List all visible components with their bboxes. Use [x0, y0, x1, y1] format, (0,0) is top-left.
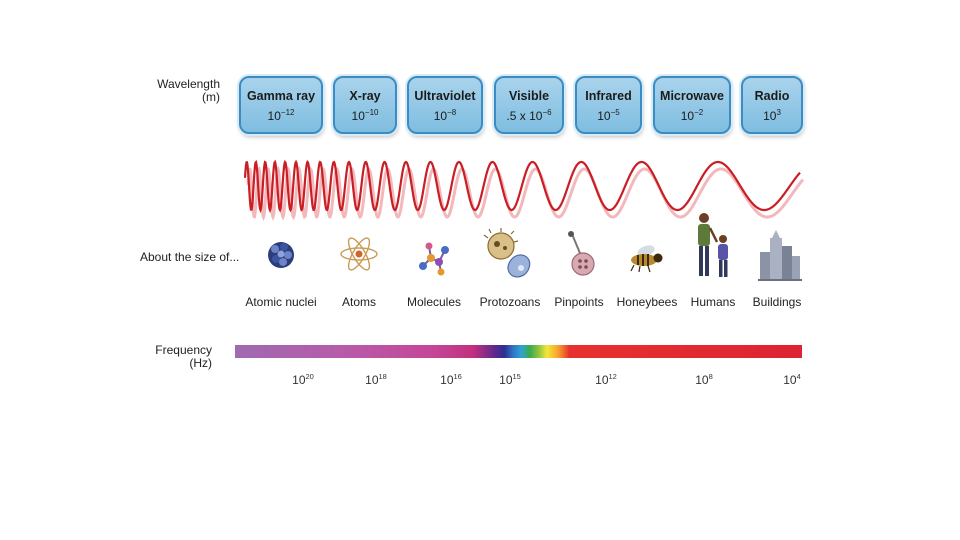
band-name: Visible	[508, 89, 550, 103]
size-comparison-label: About the size of...	[140, 250, 240, 264]
frequency-tick: 108	[695, 372, 713, 387]
frequency-tick: 1020	[292, 372, 314, 387]
wavelength-unit: (m)	[202, 90, 220, 104]
size-item-molecules: Molecules	[406, 295, 462, 309]
honeybee-icon	[630, 245, 663, 273]
band-infrared: Infrared 10−5	[575, 76, 642, 134]
frequency-tick: 104	[783, 372, 801, 387]
atom-icon	[340, 237, 378, 271]
band-name: X-ray	[349, 89, 381, 103]
size-item-protozoans: Protozoans	[479, 295, 541, 309]
band-gamma-ray: Gamma ray 10−12	[239, 76, 323, 134]
pinpoint-icon	[568, 231, 595, 276]
band-x-ray: X-ray 10−10	[333, 76, 397, 134]
size-item-humans: Humans	[690, 295, 736, 309]
humans-icon	[698, 213, 728, 277]
size-item-pinpoints: Pinpoints	[554, 295, 604, 309]
buildings-icon	[758, 230, 802, 281]
band-wavelength: 103	[763, 108, 781, 123]
band-wavelength: .5 x 10−6	[506, 108, 552, 123]
band-name: Gamma ray	[246, 89, 316, 103]
band-name: Infrared	[585, 89, 632, 103]
band-name: Ultraviolet	[414, 89, 476, 103]
band-radio: Radio 103	[741, 76, 803, 134]
size-item-buildings: Buildings	[752, 295, 802, 309]
size-item-atomic-nuclei: Atomic nuclei	[245, 295, 317, 309]
band-wavelength: 10−10	[351, 108, 379, 123]
size-item-atoms: Atoms	[341, 295, 377, 309]
band-wavelength: 10−12	[267, 108, 295, 123]
band-wavelength: 10−8	[433, 108, 457, 123]
protozoan-icon	[483, 228, 531, 278]
band-ultraviolet: Ultraviolet 10−8	[407, 76, 483, 134]
frequency-axis-label: Frequency (Hz)	[140, 344, 212, 370]
wavelength-label: Wavelength	[157, 77, 220, 91]
frequency-tick: 1015	[499, 372, 521, 387]
atomic-nucleus-icon	[268, 242, 294, 268]
frequency-spectrum-bar	[235, 345, 802, 358]
band-wavelength: 10−2	[680, 108, 704, 123]
wave-shadow	[246, 165, 805, 222]
frequency-label: Frequency	[155, 343, 212, 357]
wavelength-axis-label: Wavelength (m)	[140, 78, 220, 104]
frequency-unit: (Hz)	[189, 356, 212, 370]
band-name: Microwave	[660, 89, 724, 103]
size-item-honeybees: Honeybees	[616, 295, 678, 309]
frequency-tick: 1016	[440, 372, 462, 387]
band-visible: Visible .5 x 10−6	[494, 76, 564, 134]
frequency-tick: 1012	[595, 372, 617, 387]
frequency-tick: 1018	[365, 372, 387, 387]
wave-line	[243, 159, 801, 214]
band-microwave: Microwave 10−2	[653, 76, 731, 134]
band-name: Radio	[754, 89, 790, 103]
band-wavelength: 10−5	[597, 108, 620, 123]
molecule-icon	[419, 242, 449, 276]
